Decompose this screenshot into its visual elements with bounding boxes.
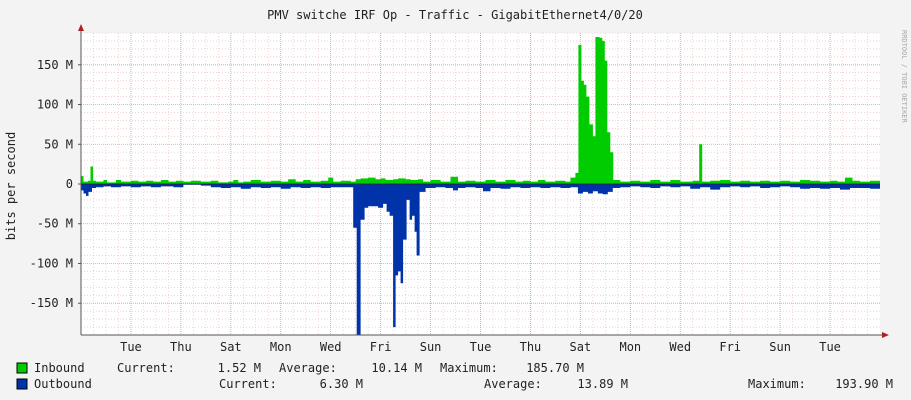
legend-current-label-inbound: Current: (117, 361, 175, 375)
x-tick-label: Tue (120, 340, 142, 354)
x-tick-label: Sat (570, 340, 592, 354)
axes (78, 24, 889, 338)
legend-swatch-outbound (16, 378, 28, 390)
y-axis-label: bits per second (4, 132, 18, 240)
rrdtool-watermark: RRDTOOL / TOBI OETIKER (900, 30, 908, 124)
legend-current-label-outbound: Current: (219, 377, 277, 391)
x-tick-label: Sun (769, 340, 791, 354)
x-tick-label: Tue (819, 340, 841, 354)
legend-label-outbound: Outbound (34, 377, 92, 391)
x-axis-arrow (882, 332, 889, 338)
legend-average-label-inbound: Average: (279, 361, 337, 375)
x-tick-label: Sat (220, 340, 242, 354)
x-tick-label: Wed (669, 340, 691, 354)
legend-maximum-outbound: 193.90 M (835, 377, 893, 391)
legend-outbound: Outbound Current: 6.30 M Average: 13.89 … (16, 377, 893, 391)
x-tick-label: Mon (270, 340, 292, 354)
x-tick-label: Sun (420, 340, 442, 354)
legend-average-label-outbound: Average: (484, 377, 542, 391)
legend-current-outbound: 6.30 M (320, 377, 363, 391)
legend-current-inbound: 1.52 M (218, 361, 261, 375)
legend-label-inbound: Inbound (34, 361, 85, 375)
y-tick-label: 150 M (37, 58, 73, 72)
legend-maximum-label-outbound: Maximum: (748, 377, 806, 391)
x-tick-label: Fri (370, 340, 392, 354)
legend-maximum-label-inbound: Maximum: (440, 361, 498, 375)
x-tick-label: Fri (719, 340, 741, 354)
x-tick-label: Wed (320, 340, 342, 354)
y-tick-label: 0 (66, 177, 73, 191)
legend-average-inbound: 10.14 M (371, 361, 422, 375)
y-tick-label: -100 M (30, 256, 73, 270)
x-tick-labels: Tue Thu Sat Mon Wed Fri Sun Tue Thu Sat Mon Wed Fri S… (120, 340, 841, 354)
graph-title: PMV switche IRF Op - Traffic - GigabitEt… (267, 8, 643, 22)
x-tick-label: Mon (619, 340, 641, 354)
x-tick-label: Tue (470, 340, 492, 354)
x-tick-label: Thu (520, 340, 542, 354)
legend-maximum-inbound: 185.70 M (526, 361, 584, 375)
legend-inbound: Inbound Current: 1.52 M Average: 10.14 M… (16, 361, 584, 375)
legend-swatch-inbound (16, 362, 28, 374)
y-tick-label: 50 M (44, 137, 73, 151)
legend-average-outbound: 13.89 M (577, 377, 628, 391)
x-tick-label: Thu (170, 340, 192, 354)
y-axis-arrow (78, 24, 84, 31)
y-tick-labels: 150 M 100 M 50 M 0 -50 M -100 M -150 M (30, 58, 73, 310)
y-tick-label: -150 M (30, 296, 73, 310)
y-tick-label: 100 M (37, 98, 73, 112)
y-tick-label: -50 M (37, 217, 73, 231)
legend: Inbound Current: 1.52 M Average: 10.14 M… (16, 361, 893, 391)
